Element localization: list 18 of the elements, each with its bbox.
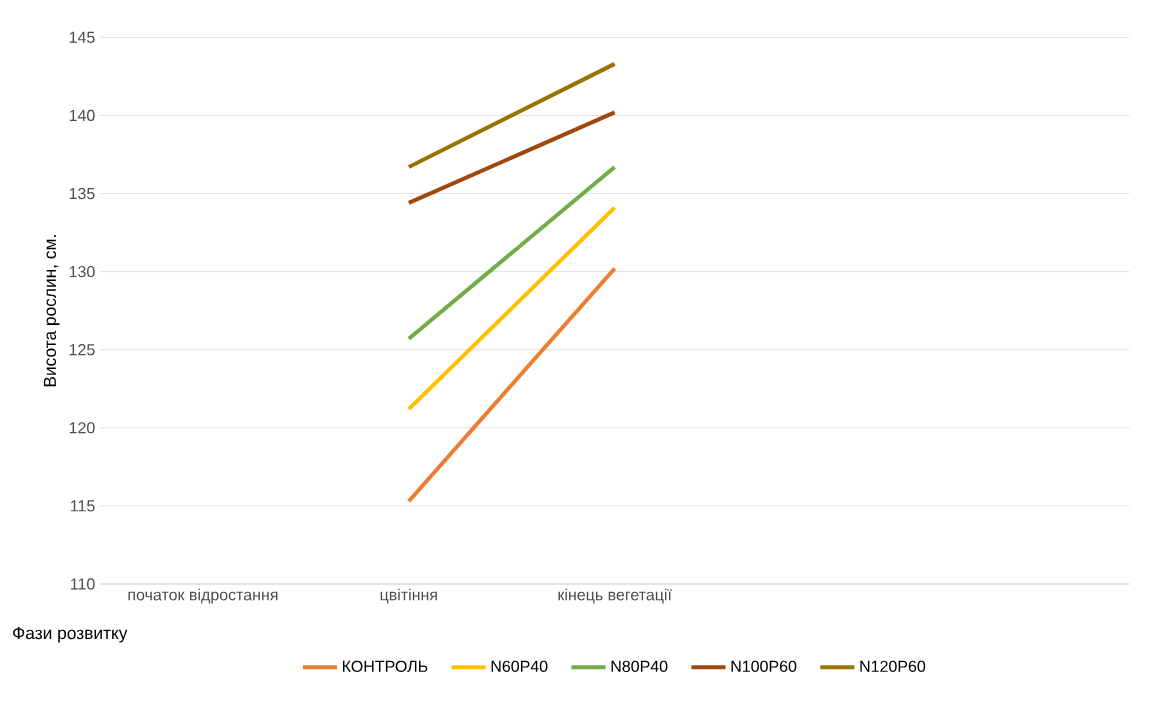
legend-label: КОНТРОЛЬ [342,660,428,673]
y-tick-label: 120 [69,422,95,434]
legend-label: N60P40 [491,660,548,673]
y-tick-label: 135 [69,188,95,200]
y-tick-label: 130 [69,266,95,278]
y-tick-label: 115 [71,500,95,512]
legend-label: N120P60 [860,660,926,673]
y-tick-label: 110 [71,578,95,590]
x-tick-label: кінець вегетації [558,588,672,604]
y-axis-title: Висота рослин, см. [43,235,60,387]
legend-label: N100P60 [731,660,797,673]
y-tick-label: 145 [69,31,95,44]
x-tick-label: початок відростання [128,588,278,604]
legend-label: N80P40 [611,660,668,673]
y-tick-label: 140 [69,109,95,122]
y-tick-label: 125 [69,344,95,356]
x-axis-title: Фази розвитку [13,627,128,643]
x-tick-label: цвітіння [380,588,437,604]
